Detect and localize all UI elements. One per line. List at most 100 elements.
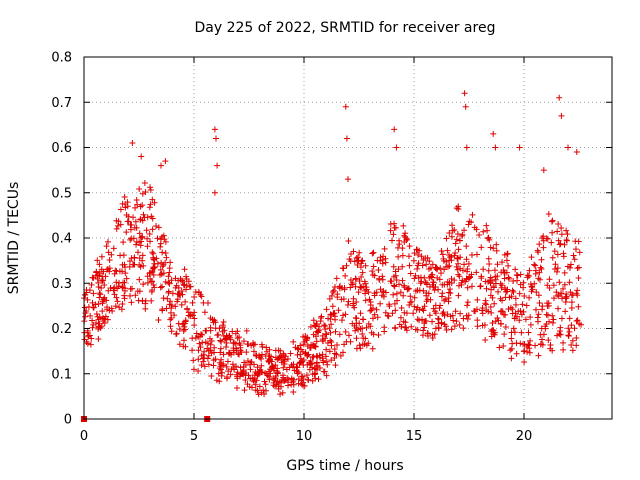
- data-point: [90, 290, 97, 297]
- data-point: [573, 317, 580, 324]
- data-point: [495, 288, 502, 295]
- data-point: [236, 334, 243, 341]
- data-point: [401, 232, 408, 239]
- data-point: [557, 324, 564, 331]
- data-point: [304, 376, 311, 383]
- data-point: [124, 218, 131, 225]
- data-point: [118, 306, 125, 313]
- data-point: [204, 340, 211, 347]
- data-point: [104, 238, 111, 245]
- data-point: [566, 315, 573, 322]
- data-point: [150, 256, 157, 263]
- data-point: [562, 294, 569, 301]
- data-point: [287, 350, 294, 357]
- data-point: [147, 186, 154, 193]
- x-tick-label: 10: [296, 429, 313, 444]
- data-point: [543, 235, 550, 242]
- chart-title: Day 225 of 2022, SRMTID for receiver are…: [195, 20, 496, 36]
- data-point: [464, 302, 471, 309]
- data-point: [336, 331, 343, 338]
- data-point: [207, 347, 214, 354]
- data-point: [418, 253, 425, 260]
- data-point: [106, 265, 113, 272]
- data-point: [261, 391, 268, 398]
- data-point: [575, 238, 582, 245]
- data-point: [483, 301, 490, 308]
- data-point: [330, 310, 337, 317]
- data-point: [381, 328, 388, 335]
- data-point: [524, 274, 531, 281]
- data-point: [119, 200, 126, 207]
- data-point: [548, 218, 555, 225]
- data-point: [359, 331, 366, 338]
- data-point: [510, 325, 517, 332]
- data-point: [369, 268, 376, 275]
- data-point: [423, 280, 430, 287]
- data-point: [114, 298, 121, 305]
- data-point: [536, 300, 543, 307]
- data-point: [549, 319, 556, 326]
- data-point: [274, 356, 281, 363]
- data-points: [81, 90, 585, 422]
- data-point: [528, 254, 535, 261]
- data-point: [456, 321, 463, 328]
- data-point: [160, 295, 167, 302]
- data-point: [523, 302, 530, 309]
- data-point: [160, 232, 167, 239]
- data-point: [251, 372, 258, 379]
- data-point: [157, 243, 164, 250]
- y-tick-label: 0.6: [51, 141, 72, 156]
- data-point: [520, 341, 527, 348]
- data-point: [490, 245, 497, 252]
- outlier-point: [556, 94, 563, 101]
- data-point: [323, 346, 330, 353]
- data-point: [502, 324, 509, 331]
- data-point: [573, 342, 580, 349]
- data-point: [112, 267, 119, 274]
- data-point: [149, 215, 156, 222]
- data-point: [259, 351, 266, 358]
- data-point: [362, 280, 369, 287]
- data-point: [182, 318, 189, 325]
- data-point: [369, 272, 376, 279]
- data-point: [279, 389, 286, 396]
- data-point: [458, 281, 465, 288]
- data-point: [96, 313, 103, 320]
- data-point: [96, 261, 103, 268]
- data-point: [205, 299, 212, 306]
- outlier-point: [162, 158, 169, 165]
- data-point: [98, 323, 105, 330]
- x-tick-label: 20: [516, 429, 533, 444]
- data-point: [491, 300, 498, 307]
- data-point: [397, 289, 404, 296]
- data-point: [136, 262, 143, 269]
- outlier-point: [343, 135, 350, 142]
- data-point: [393, 290, 400, 297]
- data-point: [187, 283, 194, 290]
- data-point: [441, 312, 448, 319]
- data-point: [487, 303, 494, 310]
- data-point: [113, 225, 120, 232]
- data-point: [473, 251, 480, 258]
- data-point: [162, 250, 169, 257]
- data-point: [448, 326, 455, 333]
- data-point: [353, 335, 360, 342]
- data-point: [256, 383, 263, 390]
- data-point: [210, 362, 217, 369]
- data-point: [89, 317, 96, 324]
- data-point: [131, 254, 138, 261]
- data-point: [356, 278, 363, 285]
- data-point: [328, 357, 335, 364]
- data-point: [141, 179, 148, 186]
- data-point: [347, 250, 354, 257]
- data-point: [100, 277, 107, 284]
- data-point: [505, 305, 512, 312]
- y-tick-label: 0.5: [51, 186, 72, 201]
- y-tick-label: 0.7: [51, 96, 72, 111]
- data-point: [477, 283, 484, 290]
- data-point: [453, 236, 460, 243]
- data-point: [189, 335, 196, 342]
- data-point: [184, 305, 191, 312]
- data-point: [117, 252, 124, 259]
- data-point: [141, 214, 148, 221]
